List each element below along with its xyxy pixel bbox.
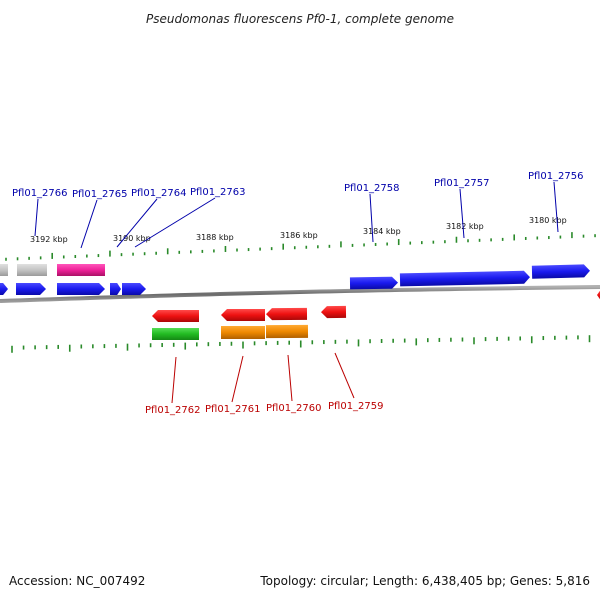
cds-feature[interactable] (152, 328, 199, 340)
forward-gene[interactable] (399, 270, 530, 287)
kbp-scale-label: 3184 kbp (363, 227, 401, 236)
leader-line (116, 198, 158, 248)
gene-label-bottom[interactable]: Pfl01_2759 (328, 401, 384, 412)
gene-label-bottom[interactable]: Pfl01_2762 (145, 405, 201, 416)
kbp-scale-label: 3190 kbp (113, 234, 151, 243)
forward-gene[interactable] (110, 283, 121, 295)
gene-label-top[interactable]: Pfl01_2764 (131, 188, 187, 199)
kbp-scale-labels: 3192 kbp 3190 kbp 3188 kbp 3186 kbp 3184 kbp… (30, 216, 567, 244)
pseudogene-feature[interactable] (17, 264, 47, 276)
accession-text: Accession: NC_007492 (9, 574, 146, 588)
kbp-scale-label: 3186 kbp (280, 231, 318, 240)
forward-gene[interactable] (16, 283, 46, 295)
leader-line (34, 198, 39, 237)
leader-line (80, 199, 98, 249)
gene-label-top[interactable]: Pfl01_2766 (12, 188, 68, 199)
gene-label-top[interactable]: Pfl01_2756 (528, 171, 584, 182)
leader-line (231, 355, 244, 403)
reverse-gene[interactable] (266, 307, 308, 321)
leader-line (287, 354, 293, 402)
reverse-gene[interactable] (597, 290, 600, 300)
leader-line (459, 188, 465, 239)
gene-label-top[interactable]: Pfl01_2763 (190, 187, 246, 198)
leader-line (553, 181, 559, 233)
gene-label-top[interactable]: Pfl01_2757 (434, 178, 490, 189)
gene-label-top[interactable]: Pfl01_2765 (72, 189, 128, 200)
reverse-gene[interactable] (321, 305, 347, 319)
gene-label-bottom[interactable]: Pfl01_2760 (266, 403, 322, 414)
forward-gene[interactable] (57, 283, 105, 295)
gene-label-top[interactable]: Pfl01_2758 (344, 183, 400, 194)
pseudogene-feature[interactable] (0, 264, 8, 276)
cds-feature[interactable] (221, 326, 265, 339)
genome-title: Pseudomonas fluorescens Pf0-1, complete … (146, 12, 454, 26)
genome-backbone (0, 285, 600, 303)
kbp-scale-label: 3188 kbp (196, 233, 234, 242)
topology-text: Topology: circular; Length: 6,438,405 bp… (260, 574, 590, 588)
gene-features[interactable] (0, 264, 600, 340)
forward-gene[interactable] (0, 283, 8, 295)
leader-line (171, 356, 177, 404)
gene-label-bottom[interactable]: Pfl01_2761 (205, 404, 261, 415)
leader-line (334, 352, 355, 399)
outer-tick-ring (5, 232, 596, 261)
kbp-scale-label: 3182 kbp (446, 222, 484, 231)
gene-labels: Pfl01_2766 Pfl01_2765 Pfl01_2764 Pfl01_2763… (12, 171, 584, 416)
forward-gene[interactable] (531, 264, 590, 279)
label-leader-lines (34, 181, 559, 404)
leader-line (134, 197, 216, 248)
kbp-scale-label: 3192 kbp (30, 235, 68, 244)
reverse-gene[interactable] (152, 310, 199, 322)
reverse-gene[interactable] (221, 309, 265, 321)
kbp-scale-label: 3180 kbp (529, 216, 567, 225)
cds-feature[interactable] (265, 324, 309, 339)
leader-line (369, 193, 374, 243)
rna-gene-feature[interactable] (57, 264, 105, 276)
inner-tick-ring (11, 335, 591, 353)
forward-gene[interactable] (349, 276, 398, 290)
forward-gene[interactable] (122, 283, 146, 295)
